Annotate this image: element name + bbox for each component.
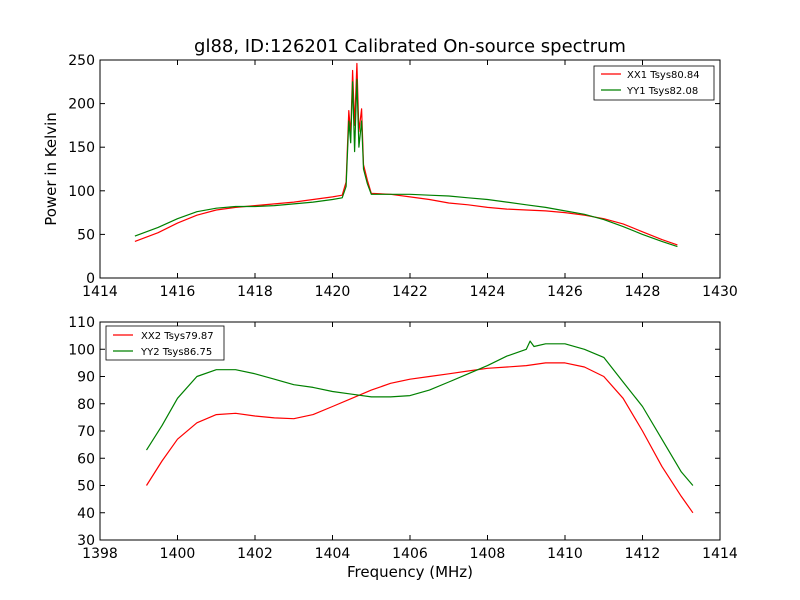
bottom-x-tick-label: 1398 (82, 546, 118, 562)
top-y-tick-label: 100 (68, 184, 95, 200)
bottom-y-tick-label: 110 (68, 315, 95, 331)
bottom-y-tick-label: 40 (77, 506, 95, 522)
top-y-tick-label: 250 (68, 53, 95, 69)
bottom-series-lines (145, 340, 694, 514)
top-x-tick-label: 1430 (702, 284, 738, 300)
bottom-x-tick-label: 1402 (237, 546, 273, 562)
bottom-x-tick-label: 1410 (547, 546, 583, 562)
top-series-lines (134, 62, 678, 248)
top-legend-box (593, 65, 715, 101)
chart-title: gl88, ID:126201 Calibrated On-source spe… (194, 36, 626, 57)
bottom-y-tick-label: 80 (77, 397, 95, 413)
bottom-legend-label-yy2: YY2 Tsys86.75 (140, 347, 212, 358)
bottom-x-axis-label: Frequency (MHz) (347, 563, 473, 581)
top-y-tick-label: 150 (68, 140, 95, 156)
bottom-x-tick-label: 1404 (315, 546, 351, 562)
top-y-tick-label: 0 (86, 271, 95, 287)
top-x-tick-label: 1422 (392, 284, 428, 300)
top-x-tick-label: 1426 (547, 284, 583, 300)
bottom-x-tick-label: 1406 (392, 546, 428, 562)
top-y-axis-label: Power in Kelvin (42, 112, 60, 226)
bottom-series-line-0 (145, 362, 694, 514)
bottom-series-line-1 (145, 340, 694, 486)
bottom-y-tick-label: 60 (77, 451, 95, 467)
bottom-legend-label-xx2: XX2 Tsys79.87 (141, 331, 214, 342)
top-legend-label-yy1: YY1 Tsys82.08 (626, 86, 698, 97)
bottom-y-tick-label: 50 (77, 479, 95, 495)
top-x-tick-label: 1420 (315, 284, 351, 300)
top-series-line-1 (134, 78, 678, 248)
top-series-line-0 (134, 62, 678, 246)
top-legend: XX1 Tsys80.84 YY1 Tsys82.08 (593, 65, 715, 101)
bottom-legend: XX2 Tsys79.87 YY2 Tsys86.75 (105, 325, 225, 361)
bottom-y-tick-label: 90 (77, 370, 95, 386)
top-x-tick-label: 1428 (625, 284, 661, 300)
top-y-tick-label: 50 (77, 227, 95, 243)
top-x-tick-label: 1416 (160, 284, 196, 300)
top-x-tick-label: 1414 (82, 284, 118, 300)
top-x-tick-label: 1424 (470, 284, 506, 300)
bottom-axis-ticks: 1398 1400 1402 1404 1406 1408 1410 1412 1414 30 40… (68, 315, 738, 562)
top-panel: 1414 1416 1418 1420 1422 1424 1426 1428 1430 0 50 1… (42, 53, 738, 300)
bottom-x-tick-label: 1400 (160, 546, 196, 562)
top-y-tick-label: 200 (68, 97, 95, 113)
bottom-y-tick-label: 70 (77, 424, 95, 440)
bottom-x-tick-label: 1408 (470, 546, 506, 562)
bottom-legend-box (105, 325, 225, 361)
bottom-y-tick-label: 100 (68, 342, 95, 358)
top-x-tick-label: 1418 (237, 284, 273, 300)
top-legend-label-xx1: XX1 Tsys80.84 (627, 70, 700, 81)
bottom-x-tick-label: 1412 (625, 546, 661, 562)
bottom-x-tick-label: 1414 (702, 546, 738, 562)
bottom-panel: 1398 1400 1402 1404 1406 1408 1410 1412 1414 30 40… (68, 315, 738, 581)
top-axis-ticks: 1414 1416 1418 1420 1422 1424 1426 1428 1430 0 50 1… (68, 53, 738, 300)
bottom-y-tick-label: 30 (77, 533, 95, 549)
